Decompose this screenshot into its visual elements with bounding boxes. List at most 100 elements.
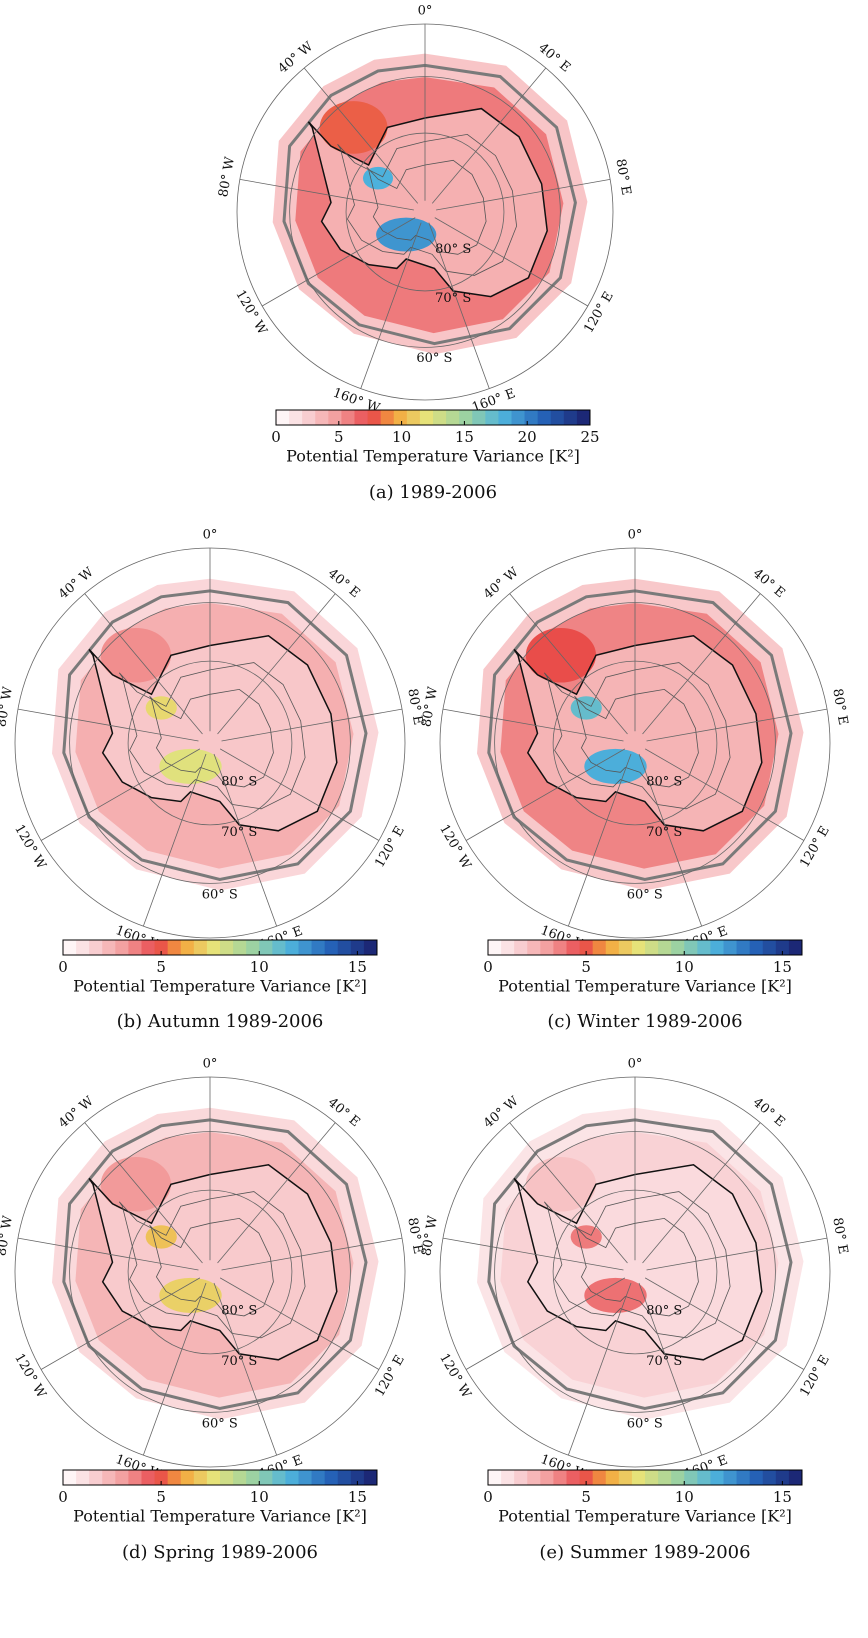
latitude-label: 60° S	[202, 888, 238, 903]
colorbar-segment	[488, 1470, 502, 1485]
colorbar-segment	[63, 940, 77, 955]
colorbar-tick-label: 15	[455, 428, 474, 446]
colorbar-segment	[337, 1470, 352, 1485]
meridian	[646, 708, 828, 742]
colorbar-tick-label: 5	[334, 428, 344, 446]
colorbar-segment	[498, 410, 512, 425]
colorbar-segment	[63, 1470, 77, 1485]
shade-land	[308, 108, 548, 297]
colorbar-segment	[501, 940, 515, 955]
meridian	[217, 593, 336, 735]
colorbar-tick-label: 0	[271, 428, 281, 446]
colorbar-label: Potential Temperature Variance [K²]	[286, 447, 580, 466]
contour	[118, 662, 306, 810]
caption: (c) Winter 1989-2006	[547, 1011, 742, 1032]
longitude-label: 80° W	[419, 1214, 441, 1257]
contour	[118, 1191, 306, 1339]
colorbar-segment	[671, 940, 685, 955]
meridian	[219, 1277, 380, 1370]
colorbar-segment	[246, 1470, 260, 1485]
latitude-label: 70° S	[221, 1354, 257, 1369]
longitude-label: 40° W	[481, 1093, 522, 1131]
colorbar-segment	[141, 940, 156, 955]
colorbar-segment	[710, 1470, 724, 1485]
colorbar-segment	[363, 940, 378, 955]
colorbar-segment	[459, 410, 473, 425]
caption: (b) Autumn 1989-2006	[117, 1011, 324, 1032]
colorbar-segment	[553, 940, 567, 955]
longitude-label: 120° E	[372, 824, 407, 870]
colorbar-tick-label: 15	[348, 1488, 367, 1506]
colorbar-segment	[550, 410, 565, 425]
colorbar-label: Potential Temperature Variance [K²]	[73, 977, 367, 996]
longitude-label: 40° E	[750, 1095, 788, 1130]
colorbar-segment	[697, 1470, 711, 1485]
colorbar-segment	[658, 940, 672, 955]
shade-hot	[584, 748, 647, 784]
colorbar-segment	[671, 1470, 685, 1485]
colorbar-segment	[684, 1470, 698, 1485]
meridian	[442, 1237, 624, 1271]
colorbar-segment	[514, 1470, 528, 1485]
colorbar-segment	[433, 410, 447, 425]
colorbar-segment	[406, 410, 421, 425]
colorbar-segment	[128, 940, 142, 955]
colorbar-tick-label: 10	[250, 958, 269, 976]
latitude-label: 70° S	[435, 291, 471, 306]
colorbar-frame	[275, 409, 591, 426]
colorbar-segment	[736, 1470, 751, 1485]
colorbar-segment	[736, 940, 751, 955]
shade-hot	[584, 1277, 647, 1313]
meridian	[17, 1237, 199, 1271]
colorbar-segment	[631, 1470, 646, 1485]
longitude-label: 40° E	[535, 40, 573, 75]
colorbar-segment	[563, 410, 578, 425]
colorbar-segment	[337, 940, 352, 955]
colorbar-segment	[501, 1470, 515, 1485]
latitude-label: 60° S	[627, 1417, 663, 1432]
colorbar-segment	[350, 940, 365, 955]
latitude-label: 80° S	[646, 775, 682, 790]
latitude-label: 60° S	[202, 1417, 238, 1432]
meridian	[40, 748, 201, 841]
sea-ice-edge	[487, 589, 793, 882]
longitude-label: 120° E	[797, 824, 832, 870]
latitude-label: 70° S	[646, 1354, 682, 1369]
colorbar-segment	[311, 1470, 326, 1485]
colorbar-segment	[618, 1470, 633, 1485]
colorbar-segment	[723, 940, 738, 955]
meridian	[84, 1122, 203, 1264]
meridian	[360, 222, 422, 389]
longitude-label: 40° W	[275, 39, 316, 77]
colorbar-segment	[102, 940, 116, 955]
colorbar-segment	[514, 940, 528, 955]
colorbar-segment	[645, 940, 659, 955]
colorbar-segment	[511, 410, 526, 425]
latitude-label: 80° S	[435, 242, 471, 257]
longitude-label: 0°	[418, 4, 433, 19]
shade-hot	[145, 696, 177, 720]
meridian	[213, 1282, 278, 1456]
coastline	[88, 635, 338, 832]
meridian	[434, 217, 589, 307]
contour	[574, 688, 699, 788]
colorbar-tick-label: 15	[773, 958, 792, 976]
colorbar-segment	[710, 940, 724, 955]
colorbar-tick-label: 10	[250, 1488, 269, 1506]
meridian	[638, 753, 703, 927]
coastline	[513, 635, 763, 832]
shade-hot	[159, 748, 222, 784]
shade-land	[89, 1164, 337, 1360]
colorbar-segment	[302, 410, 316, 425]
colorbar-segment	[762, 1470, 777, 1485]
longitude-label: 80° E	[612, 158, 633, 197]
meridian	[84, 593, 203, 735]
shade-hot	[145, 1225, 177, 1249]
latitude-label: 80° S	[221, 1304, 257, 1319]
meridian	[213, 753, 278, 927]
longitude-label: 40° E	[325, 1095, 363, 1130]
colorbar-segment	[775, 1470, 790, 1485]
